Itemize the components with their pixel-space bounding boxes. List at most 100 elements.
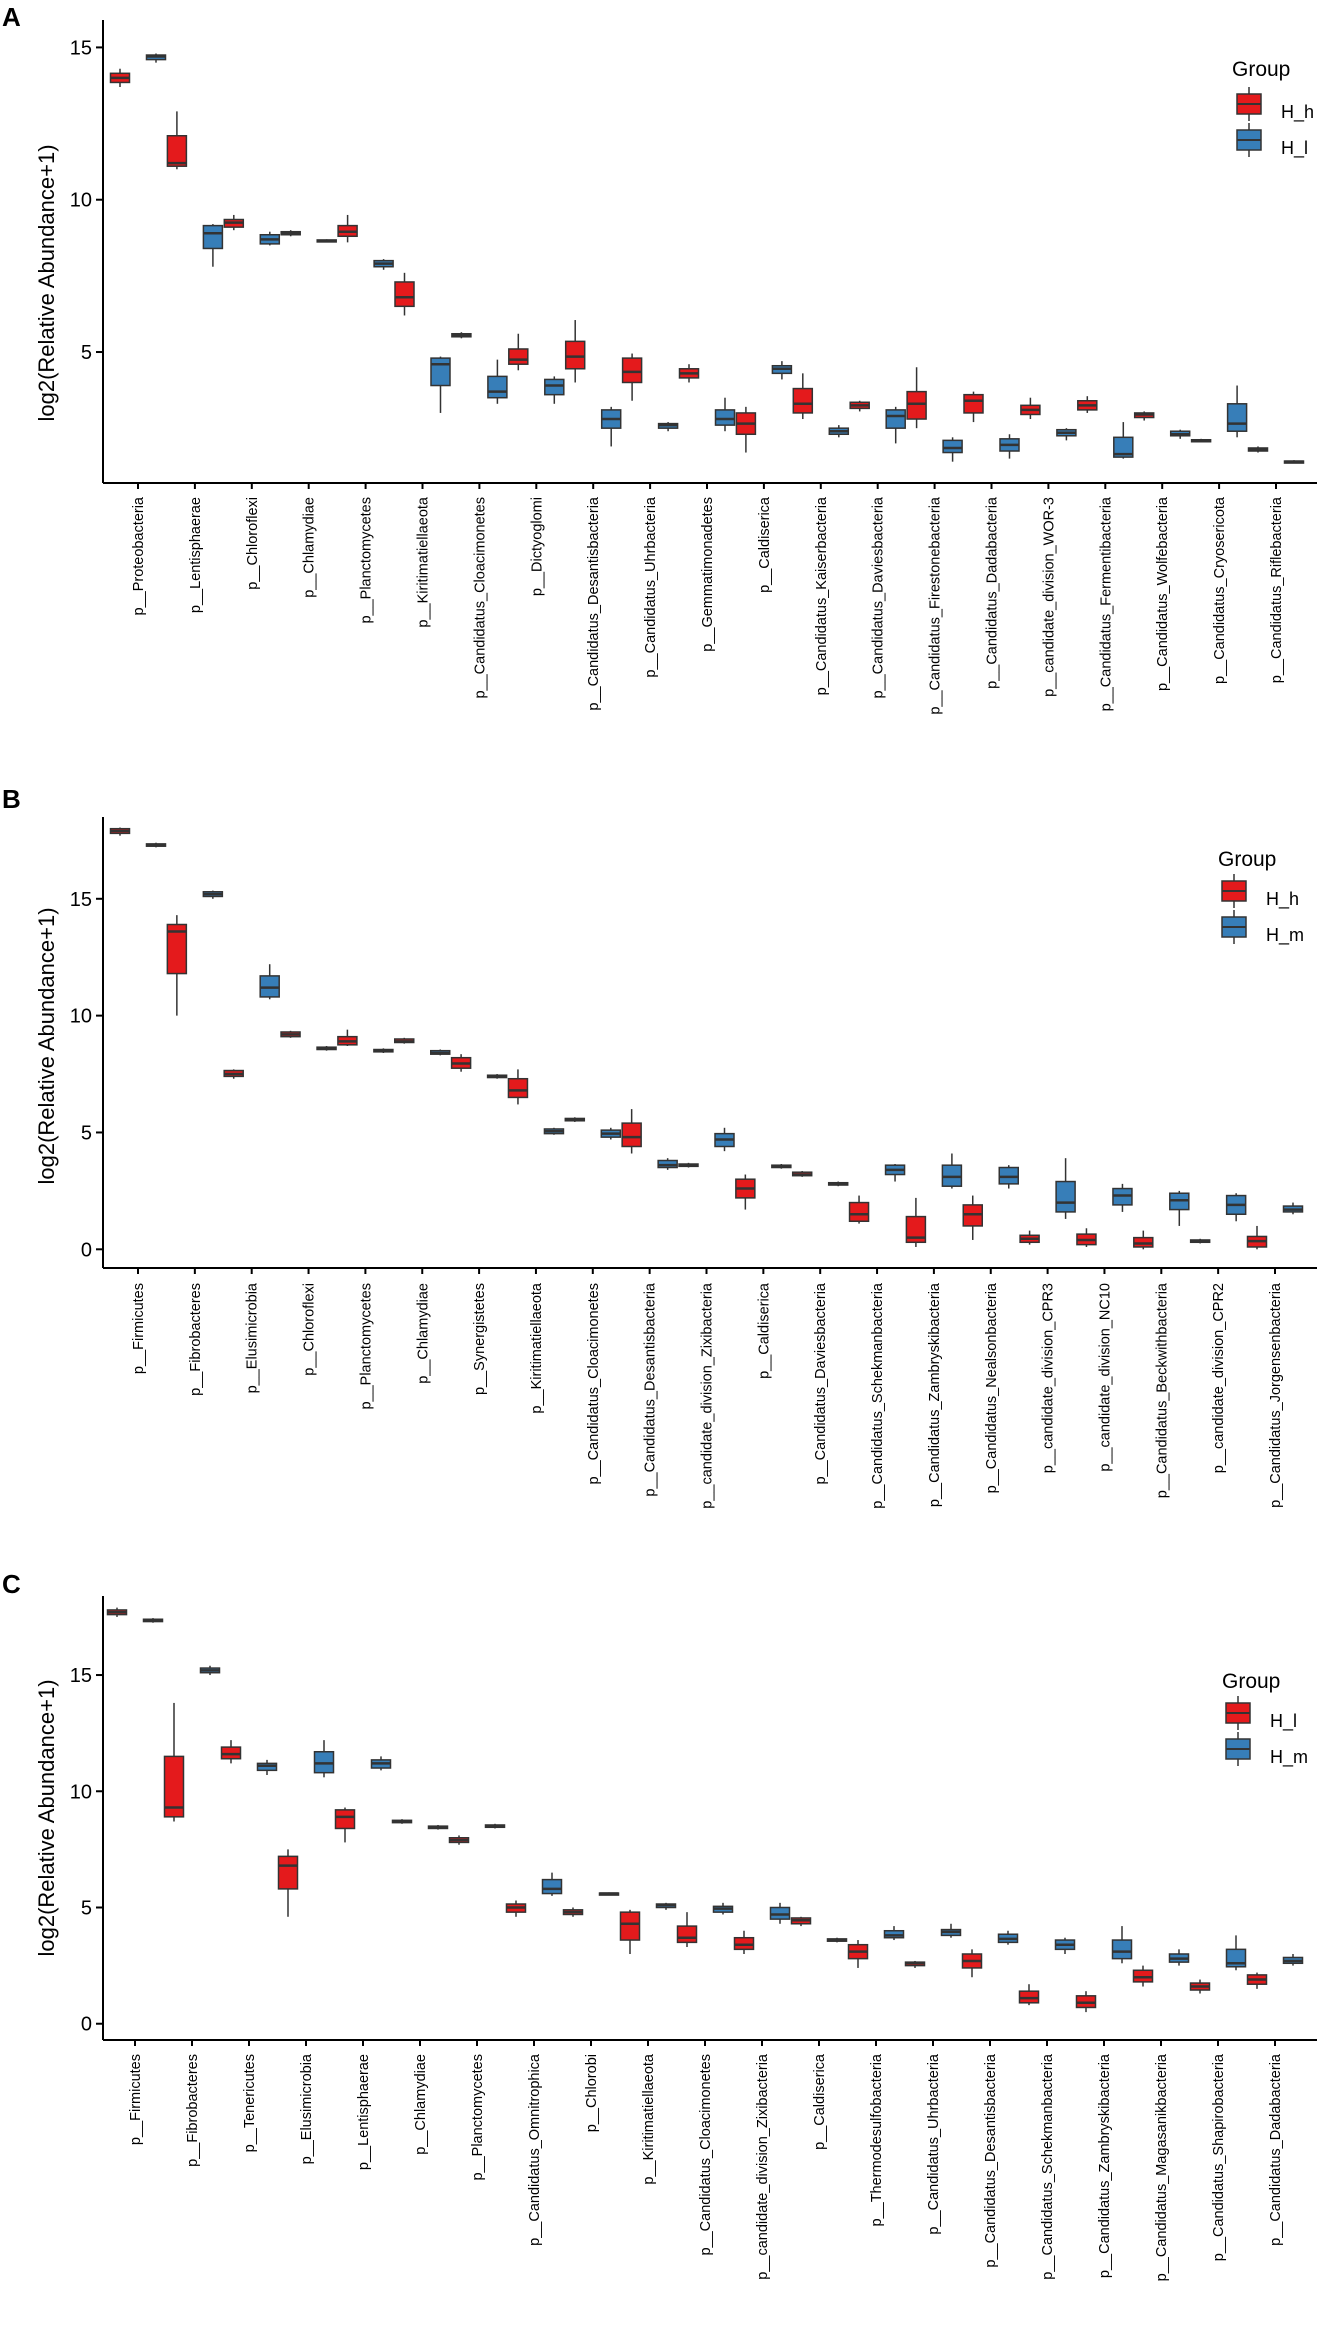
x-tick-label: p__Candidatus_Desantisbacteria: [586, 496, 602, 711]
x-tick-label: p__Chlamydiae: [415, 1283, 431, 1384]
box-h-h-13: [848, 1195, 870, 1224]
x-tick-label: p__Candidatus_Dadabacteria: [1268, 2053, 1284, 2246]
box-h-m-6: [486, 1074, 508, 1079]
box-h-l-17: [1075, 1991, 1097, 2013]
panel-b: B log2(Relative Abundance+1) 0 5 10 15 p__F…: [2, 784, 1317, 1509]
legend-label-0: H_h: [1266, 889, 1299, 910]
box-h-m-5: [430, 1049, 451, 1056]
box-iqr: [507, 1077, 529, 1099]
box-iqr: [619, 1911, 641, 1941]
x-tick-label: p__Candidatus_Daviesbacteria: [871, 496, 887, 698]
box-h-m-11: [771, 1164, 792, 1169]
panel-a: A log2(Relative Abundance+1) 5 10 15 p__Pr…: [2, 2, 1317, 715]
box-h-h-12: [791, 1171, 813, 1177]
box-h-l-19: [1189, 1979, 1211, 1994]
box-h-l-1: [163, 1702, 185, 1822]
box-h-l-12: [790, 1916, 812, 1927]
box-h-h-1: [166, 915, 188, 1016]
legend: Group H_l H_m: [1222, 1670, 1308, 1768]
box-h-h-0: [109, 68, 131, 88]
x-tick-label: p__candidate_division_CPR2: [1211, 1283, 1227, 1473]
box-h-l-4: [334, 1807, 356, 1843]
x-tick-label: p__Candidatus_Cloacimonetes: [586, 1283, 602, 1485]
box-h-l-16: [1018, 1984, 1040, 2006]
box-h-m-3: [316, 1046, 337, 1051]
box-iqr: [676, 1925, 698, 1944]
box-h-l-9: [619, 1909, 641, 1954]
y-tick-label: 15: [70, 1665, 92, 1687]
panel-label: C: [2, 1569, 21, 1599]
box-h-h-2: [223, 1069, 244, 1079]
box-iqr: [885, 409, 906, 429]
box-h-l-7: [505, 1900, 527, 1917]
x-tick-label: p__Elusimicrobia: [245, 1282, 261, 1393]
legend-title: Group: [1232, 58, 1290, 81]
x-tick-label: p__Candidatus_Shapirobacteria: [1211, 2053, 1227, 2261]
box-iqr: [963, 393, 984, 414]
box-h-l-2: [259, 231, 281, 246]
box-h-h-9: [621, 353, 643, 401]
box-h-h-5: [394, 272, 415, 316]
box-h-l-0: [106, 1607, 128, 1617]
box-h-h-3: [280, 230, 301, 237]
box-h-m-18: [1168, 1949, 1190, 1966]
box-series: [109, 53, 1305, 489]
box-h-h-17: [1076, 1228, 1097, 1247]
legend-label-1: H_l: [1281, 138, 1308, 159]
box-h-m-10: [712, 1902, 734, 1915]
box-h-m-16: [1054, 1937, 1076, 1954]
box-h-l-20: [1246, 1972, 1268, 1989]
box-series: [109, 827, 1304, 1274]
y-ticks: 0 5 10 15: [70, 1665, 103, 2036]
y-tick-label: 5: [81, 1897, 92, 1919]
box-h-m-4: [373, 1048, 394, 1054]
box-h-m-12: [827, 1181, 849, 1187]
x-tick-label: p__Candidatus_Desantisbacteria: [983, 2053, 999, 2268]
box-h-m-6: [484, 1823, 506, 1829]
box-h-h-10: [678, 1162, 699, 1168]
box-h-m-13: [884, 1164, 906, 1182]
x-tick-label: p__Candidatus_Zambryskibacteria: [1097, 2053, 1113, 2278]
box-h-m-8: [598, 1892, 620, 1896]
box-h-h-6: [450, 1054, 472, 1072]
box-iqr: [792, 387, 814, 414]
box-h-h-1: [166, 111, 188, 170]
box-h-l-18: [1132, 1965, 1154, 1987]
box-h-m-15: [997, 1930, 1019, 1945]
box-h-h-6: [451, 332, 472, 339]
panel-c: C log2(Relative Abundance+1) 0 5 10 15 p__F…: [2, 1569, 1317, 2281]
box-h-l-15: [961, 1949, 983, 1978]
box-h-l-10: [676, 1912, 698, 1948]
box-iqr: [621, 1122, 642, 1148]
box-h-h-5: [394, 1037, 415, 1044]
box-iqr: [905, 1215, 927, 1244]
box-iqr: [166, 135, 188, 167]
y-axis-title: log2(Relative Abundance+1): [34, 1679, 59, 1956]
legend-title: Group: [1222, 1670, 1280, 1693]
box-h-h-19: [1189, 1238, 1211, 1244]
box-iqr: [1055, 1180, 1076, 1213]
box-h-h-20: [1247, 446, 1269, 453]
legend-key-1: [1225, 1732, 1251, 1766]
box-iqr: [1226, 403, 1248, 432]
x-tick-label: p__Candidatus_Beckwithbacteria: [1154, 1282, 1170, 1498]
box-iqr: [621, 357, 643, 384]
box-h-m-19: [1225, 1935, 1247, 1971]
box-iqr: [166, 923, 188, 975]
x-tick-label: p__Chlamydiae: [302, 497, 318, 598]
box-h-h-13: [849, 400, 870, 412]
x-tick-label: p__Dictyoglomi: [529, 497, 545, 596]
box-h-l-9: [657, 422, 679, 432]
box-h-h-17: [1077, 396, 1098, 413]
box-iqr: [942, 439, 963, 454]
x-tick-label: p__Caldiserica: [756, 1282, 772, 1379]
box-h-m-20: [1282, 1953, 1304, 1966]
x-tick-label: p__Candidatus_Desantisbacteria: [643, 1282, 659, 1497]
x-tick-labels: p__Firmicutes p__Fibrobacteres p__Elusimic…: [131, 1282, 1284, 1509]
box-h-m-19: [1225, 1193, 1247, 1222]
box-h-m-7: [543, 1127, 565, 1135]
box-h-l-7: [544, 376, 565, 404]
x-tick-label: p__Candidatus_Firestonebacteria: [928, 496, 944, 715]
box-h-m-20: [1282, 1202, 1304, 1215]
box-h-l-8: [600, 406, 622, 447]
